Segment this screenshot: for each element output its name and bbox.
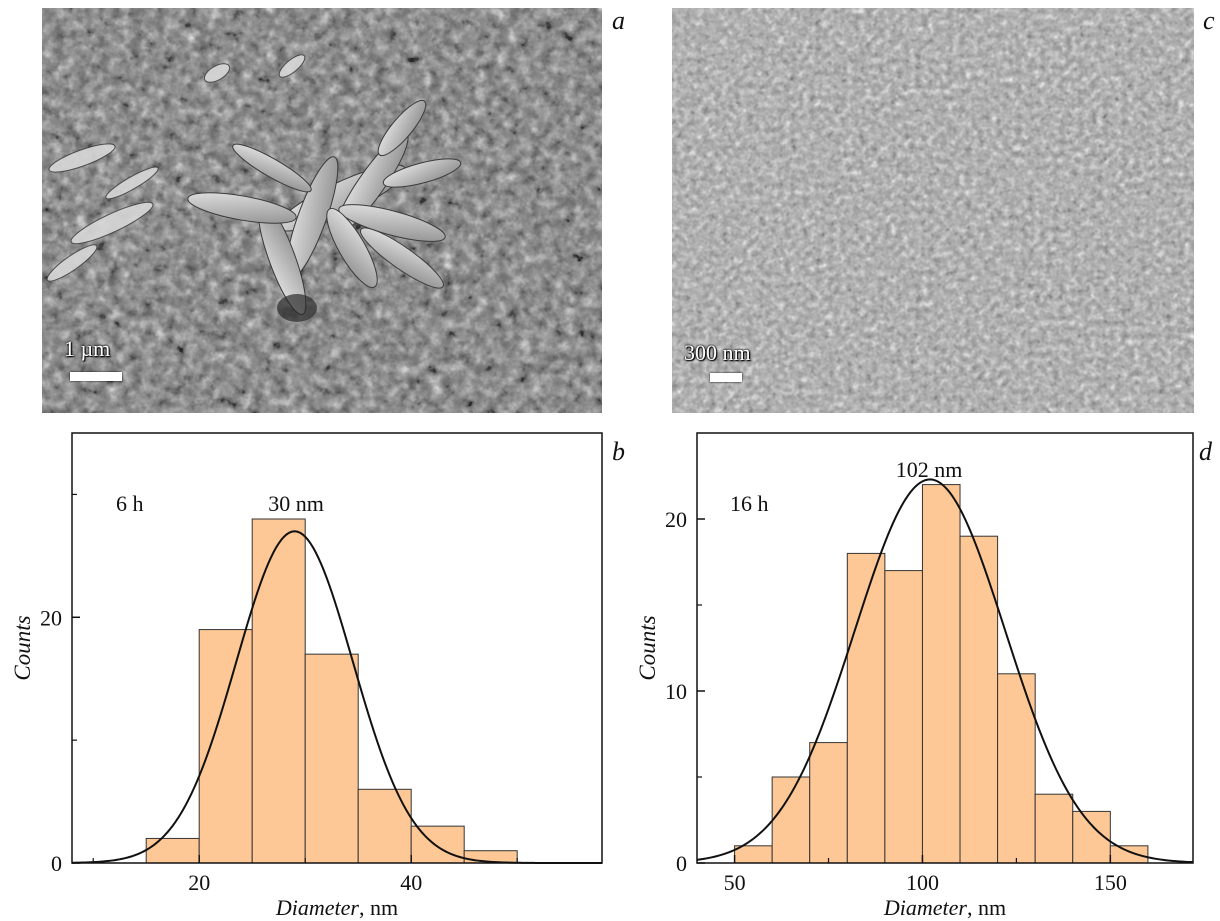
- sem-image-c-texture: [672, 8, 1194, 413]
- histogram-bar: [997, 673, 1036, 864]
- y-axis-label: Counts: [635, 615, 660, 680]
- x-axis-label-unit: , nm: [359, 895, 398, 920]
- peak-annotation: 30 nm: [268, 491, 324, 516]
- histogram-chart-d: 50 100 150 0 10 20 Diameter, nm Counts 16 h 102 n…: [635, 432, 1194, 920]
- bars: [145, 518, 518, 864]
- x-tick-label: 40: [400, 870, 422, 895]
- panel-letter-b: b: [612, 437, 625, 466]
- bars: [734, 484, 1149, 864]
- x-tick-label: 50: [724, 870, 746, 895]
- crystal-cluster: [187, 99, 462, 316]
- x-axis-label: Diameter, nm: [275, 895, 398, 920]
- histogram-bar: [145, 837, 200, 864]
- histogram-bar: [198, 629, 253, 864]
- y-tick-label: 0: [676, 851, 687, 876]
- x-axis-label-name: Diameter: [275, 895, 360, 920]
- plot-frame: [696, 432, 1194, 864]
- y-tick-label: 20: [665, 507, 687, 532]
- histogram-bar: [809, 742, 848, 864]
- histogram-bar: [410, 825, 465, 864]
- y-tick-label: 20: [40, 605, 62, 630]
- plot-frame: [71, 432, 603, 864]
- x-axis-label: Diameter, nm: [883, 895, 1006, 920]
- histogram-bar: [1034, 793, 1074, 864]
- x-tick-label: 150: [1094, 870, 1127, 895]
- histogram-bar: [304, 653, 359, 864]
- sem-image-a-texture: [42, 8, 602, 413]
- panel-letter-a: a: [612, 6, 625, 35]
- x-axis-label-name: Diameter: [883, 895, 968, 920]
- x-tick-label: 20: [188, 870, 210, 895]
- x-axis-label-unit: , nm: [967, 895, 1006, 920]
- histogram-bar: [959, 535, 999, 864]
- panel-letter-d: d: [1199, 437, 1212, 466]
- sem-image-a: 1 µm: [42, 8, 602, 413]
- histogram-bar: [251, 518, 306, 864]
- y-tick-label: 0: [51, 851, 62, 876]
- histogram-bar: [771, 776, 811, 864]
- y-axis-label: Counts: [10, 615, 35, 680]
- panel-letter-c: c: [1203, 6, 1215, 35]
- histogram-bar: [357, 788, 412, 864]
- sem-image-c: 300 nm: [672, 8, 1194, 413]
- scalebar-label-a: 1 µm: [64, 336, 111, 361]
- axis-ticks: 20 40 0 20: [40, 493, 518, 895]
- axis-ticks: 50 100 150 0 10 20: [665, 507, 1127, 895]
- histogram-bar: [921, 484, 961, 864]
- y-tick-label: 10: [665, 679, 687, 704]
- time-annotation: 6 h: [116, 491, 144, 516]
- histogram-bar: [846, 552, 886, 864]
- scalebar-label-c: 300 nm: [684, 340, 751, 365]
- histogram-bar: [734, 845, 773, 864]
- histogram-bar: [884, 570, 923, 864]
- histogram-bar: [1109, 845, 1149, 864]
- scalebar-c: [710, 373, 742, 382]
- peak-annotation: 102 nm: [896, 457, 963, 482]
- histogram-chart-b: 20 40 0 20 Diameter, nm Counts 6 h 30 nm: [10, 432, 603, 920]
- gaussian-fit-curve: [696, 478, 1194, 864]
- scalebar-a: [70, 372, 122, 381]
- time-annotation: 16 h: [730, 491, 769, 516]
- x-tick-label: 100: [906, 870, 939, 895]
